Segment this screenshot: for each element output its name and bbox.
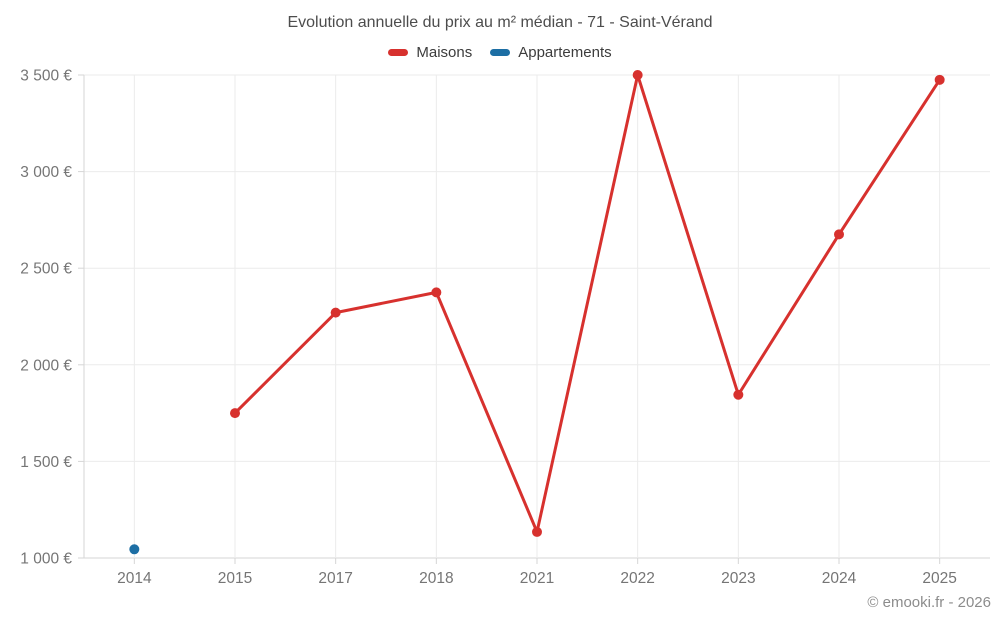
x-tick-label: 2023 bbox=[721, 570, 755, 587]
data-point-maisons-2021[interactable] bbox=[532, 526, 542, 537]
x-tick-label: 2017 bbox=[318, 570, 352, 587]
chart-title: Evolution annuelle du prix au m² médian … bbox=[287, 14, 713, 31]
y-tick-label: 3 500 € bbox=[20, 68, 72, 85]
y-tick-label: 2 500 € bbox=[20, 261, 72, 278]
x-tick-label: 2021 bbox=[520, 570, 554, 587]
x-tick-label: 2015 bbox=[218, 570, 252, 587]
data-point-appartements-2014[interactable] bbox=[129, 544, 140, 555]
x-tick-label: 2025 bbox=[922, 570, 956, 587]
watermark-credit: © emooki.fr - 2026 bbox=[867, 594, 991, 611]
appartements-legend-label: Appartements bbox=[518, 44, 612, 61]
data-point-maisons-2018[interactable] bbox=[431, 287, 442, 298]
x-tick-label: 2022 bbox=[620, 570, 654, 587]
data-point-maisons-2022[interactable] bbox=[632, 70, 643, 80]
x-tick-label: 2024 bbox=[822, 570, 857, 587]
y-tick-label: 1 500 € bbox=[20, 454, 72, 471]
y-tick-label: 3 000 € bbox=[20, 164, 72, 181]
data-point-maisons-2017[interactable] bbox=[330, 307, 341, 318]
data-point-maisons-2015[interactable] bbox=[230, 408, 240, 419]
legend-item-appartements[interactable]: Appartements bbox=[490, 44, 612, 61]
data-point-maisons-2023[interactable] bbox=[733, 389, 744, 400]
maisons-legend-marker bbox=[388, 49, 409, 56]
y-tick-label: 1 000 € bbox=[20, 551, 72, 568]
data-point-maisons-2024[interactable] bbox=[834, 229, 844, 240]
y-tick-label: 2 000 € bbox=[20, 357, 72, 374]
x-tick-label: 2018 bbox=[419, 570, 453, 587]
chart-legend: Maisons Appartements bbox=[0, 44, 1000, 61]
data-point-maisons-2025[interactable] bbox=[934, 74, 945, 85]
series-line-maisons bbox=[233, 73, 942, 534]
x-tick-label: 2014 bbox=[117, 570, 152, 587]
appartements-legend-marker bbox=[490, 49, 511, 56]
legend-item-maisons[interactable]: Maisons bbox=[388, 44, 472, 61]
maisons-legend-label: Maisons bbox=[416, 44, 473, 61]
